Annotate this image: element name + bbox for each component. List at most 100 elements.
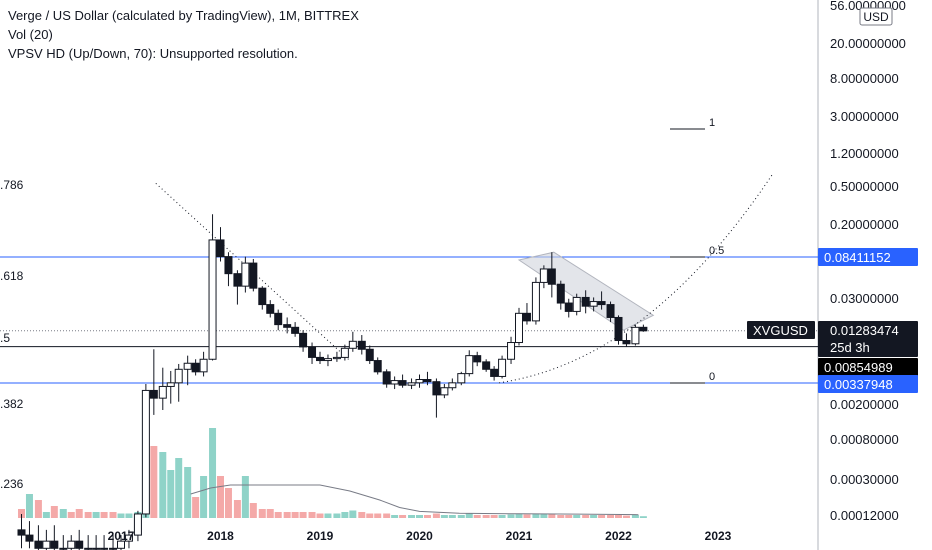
volume-bar [34, 500, 42, 518]
candle-body [465, 355, 474, 375]
volume-bar [333, 513, 341, 518]
candle-body [614, 316, 623, 342]
candle-body [531, 281, 540, 322]
volume-bar [266, 509, 274, 518]
candle-body [25, 534, 34, 542]
volume-bar [490, 515, 498, 518]
candle-body [440, 387, 449, 396]
volume-bar [84, 512, 92, 518]
volume-bar [515, 513, 523, 518]
legend-volume-indicator[interactable]: Vol (20) [8, 27, 53, 42]
candle-body [67, 540, 76, 549]
fib-left-label: .618 [0, 269, 24, 283]
candle-body [415, 379, 424, 384]
volume-bar [184, 467, 192, 518]
volume-bar [18, 509, 25, 518]
price-label-current-bg [818, 321, 918, 357]
y-axis-tick-label: 20.00000000 [830, 36, 906, 51]
volume-bar [565, 515, 573, 518]
candle-body [507, 342, 516, 360]
volume-bar [283, 512, 291, 518]
candle-body [291, 326, 300, 334]
volume-bar [507, 514, 515, 518]
candle-body [149, 389, 158, 399]
candle-body [556, 283, 565, 304]
volume-bar [125, 513, 133, 518]
y-axis-tick-label: 0.50000000 [830, 179, 899, 194]
volume-bar [523, 514, 531, 518]
x-axis-tick-label: 2023 [705, 529, 732, 543]
candle-body [547, 268, 556, 285]
volume-bar [548, 513, 556, 518]
candle-body [109, 547, 118, 550]
candle-body [224, 256, 233, 275]
candle-body [274, 312, 283, 326]
volume-bar [374, 513, 382, 518]
volume-bar [299, 512, 307, 518]
candle-body [581, 296, 590, 307]
candle-body [365, 348, 374, 362]
candle-body [639, 326, 648, 332]
symbol-label-bg [747, 321, 815, 339]
volume-bar [432, 513, 440, 518]
candle-body [482, 361, 491, 370]
volume-bar [249, 503, 257, 518]
candle-body [241, 262, 250, 287]
candle-body [92, 547, 101, 550]
candle-body [597, 301, 606, 306]
candle-body [457, 373, 466, 384]
y-axis-tick-label: 1.20000000 [830, 146, 899, 161]
candle-body [258, 287, 267, 306]
candle-body [348, 340, 357, 349]
legend-vpsv-indicator[interactable]: VPSV HD (Up/Down, 70): Unsupported resol… [8, 46, 298, 61]
candle-body [316, 356, 324, 362]
candle-body [373, 360, 382, 373]
volume-bar [67, 512, 75, 518]
candle-body [124, 534, 133, 542]
candle-body [17, 529, 26, 536]
price-label-upper: 0.08411152 [824, 250, 891, 265]
y-axis-tick-label: 0.00200000 [830, 397, 899, 412]
candle-body [158, 385, 167, 399]
price-label-lower-bg [818, 375, 918, 393]
x-axis-tick-label: 2017 [108, 529, 135, 543]
candle-body [340, 347, 349, 358]
price-label-upper-bg [818, 248, 918, 266]
volume-bar [448, 515, 456, 518]
candle-body [572, 296, 581, 312]
candle-body [382, 371, 391, 385]
volume-bar [590, 515, 598, 518]
fib-left-label: .5 [0, 331, 10, 345]
volume-bar [532, 513, 540, 518]
volume-bar [423, 515, 431, 518]
candle-body [606, 304, 615, 318]
candle-body [432, 381, 441, 396]
candle-body [75, 540, 84, 549]
candle-body [423, 379, 432, 383]
candle-body [166, 382, 175, 387]
candle-body [249, 262, 258, 289]
currency-box[interactable] [859, 7, 893, 26]
candle-body [34, 540, 43, 549]
volume-bar [631, 515, 639, 518]
candle-body [208, 239, 217, 360]
y-axis-tick-label: 0.00080000 [830, 432, 899, 447]
candle-body [323, 358, 332, 362]
candle-body [183, 362, 192, 370]
volume-bar [233, 500, 241, 518]
legend-title[interactable]: Verge / US Dollar (calculated by Trading… [8, 8, 359, 23]
curve-projection[interactable] [499, 173, 774, 384]
candle-body [490, 368, 499, 377]
fib-level-label: 1 [709, 117, 715, 129]
volume-bar [582, 515, 590, 518]
y-axis-tick-label: 8.00000000 [830, 71, 899, 86]
volume-bar [209, 428, 217, 518]
volume-bar [366, 513, 374, 518]
volume-bar [607, 515, 615, 518]
volume-bar [408, 515, 416, 518]
candle-body [398, 380, 407, 386]
candle-body [199, 358, 208, 373]
volume-bar [622, 515, 630, 518]
volume-bar [316, 513, 324, 518]
